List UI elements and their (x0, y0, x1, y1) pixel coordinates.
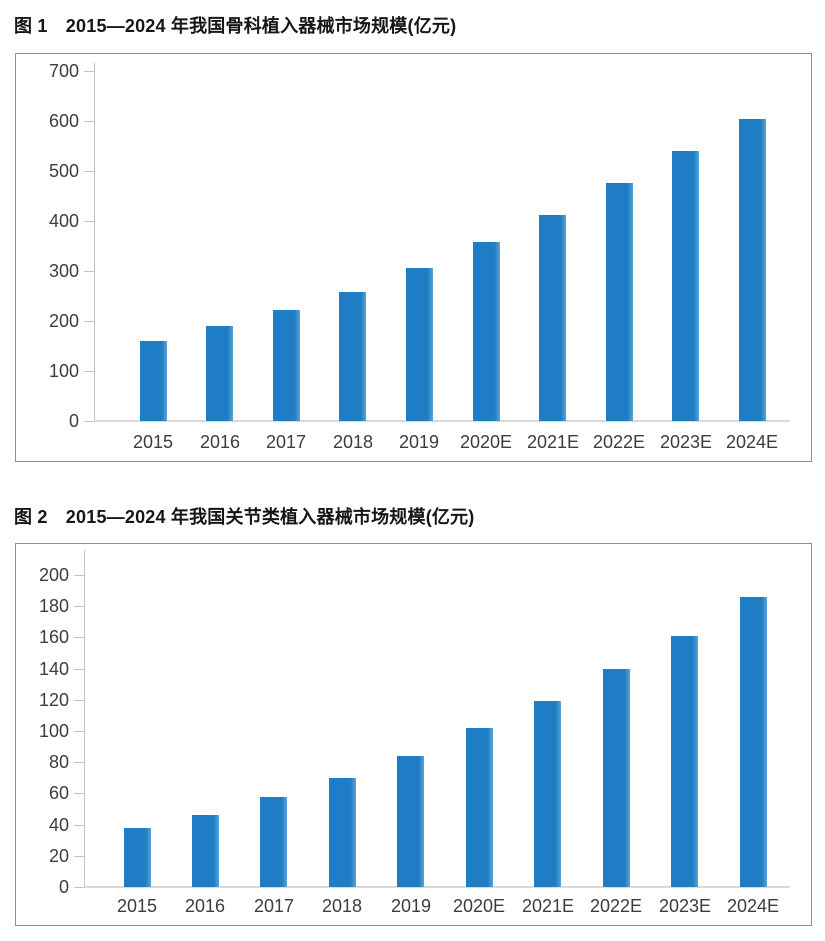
y-axis-tick (84, 171, 94, 172)
figure2-title: 图 2 2015—2024 年我国关节类植入器械市场规模(亿元) (14, 507, 475, 527)
bar-2017 (260, 797, 287, 887)
x-axis-label: 2016 (199, 432, 241, 452)
x-axis-label: 2020E (452, 896, 506, 916)
y-axis-tick (74, 669, 84, 670)
bar-2023E (672, 151, 699, 421)
figure2-chart-area: 0 20 40 60 80 100 120 140 160 180 200 2015 2016 2017 2… (15, 543, 812, 926)
bar-2015 (124, 828, 151, 887)
bar-2020E (466, 728, 493, 887)
y-axis-label: 200 (38, 565, 69, 585)
y-axis-label: 160 (38, 627, 69, 647)
y-axis-label: 100 (48, 361, 79, 381)
y-axis-label: 0 (58, 877, 69, 897)
x-axis-label: 2017 (265, 432, 307, 452)
y-axis-label: 500 (48, 161, 79, 181)
y-axis-label: 700 (48, 61, 79, 81)
y-axis-tick (74, 887, 84, 888)
y-axis-tick (74, 637, 84, 638)
x-axis-line (94, 420, 790, 422)
bar-2024E (740, 597, 767, 887)
x-axis-label: 2016 (184, 896, 226, 916)
y-axis-tick (74, 793, 84, 794)
y-axis-label: 180 (38, 596, 69, 616)
y-axis-tick (84, 121, 94, 122)
bar-2019 (397, 756, 424, 887)
figure1-chart-area: 0 100 200 300 400 500 600 700 2015 2016 2017 2018 20… (15, 53, 812, 462)
bar-2016 (192, 815, 219, 887)
y-axis-tick (84, 421, 94, 422)
x-axis-label: 2015 (116, 896, 158, 916)
x-axis-label: 2023E (658, 896, 712, 916)
y-axis-tick (84, 371, 94, 372)
y-axis-label: 400 (48, 211, 79, 231)
x-axis-label: 2022E (592, 432, 646, 452)
bar-2018 (329, 778, 356, 887)
y-axis-tick (74, 762, 84, 763)
y-axis-label: 60 (48, 783, 69, 803)
y-axis-tick (74, 731, 84, 732)
bar-2018 (339, 292, 366, 421)
bar-2022E (606, 183, 633, 421)
y-axis-label: 140 (38, 659, 69, 679)
bar-2024E (739, 119, 766, 421)
x-axis-label: 2024E (726, 896, 780, 916)
y-axis-label: 40 (48, 815, 69, 835)
bar-2017 (273, 310, 300, 421)
figure1-title: 图 1 2015—2024 年我国骨科植入器械市场规模(亿元) (14, 16, 457, 36)
y-axis-tick (74, 575, 84, 576)
bar-2019 (406, 268, 433, 421)
y-axis-line (84, 550, 85, 887)
y-axis-line (94, 63, 95, 421)
x-axis-label: 2021E (521, 896, 575, 916)
x-axis-label: 2021E (526, 432, 580, 452)
x-axis-label: 2018 (321, 896, 363, 916)
x-axis-line (84, 886, 790, 888)
x-axis-label: 2015 (132, 432, 174, 452)
bar-2023E (671, 636, 698, 887)
y-axis-tick (74, 856, 84, 857)
y-axis-tick (84, 321, 94, 322)
x-axis-label: 2019 (398, 432, 440, 452)
x-axis-label: 2024E (725, 432, 779, 452)
x-axis-label: 2019 (390, 896, 432, 916)
y-axis-tick (84, 221, 94, 222)
y-axis-label: 100 (38, 721, 69, 741)
bar-2016 (206, 326, 233, 421)
x-axis-label: 2022E (589, 896, 643, 916)
y-axis-label: 600 (48, 111, 79, 131)
y-axis-tick (84, 71, 94, 72)
bar-2022E (603, 669, 630, 887)
bar-2015 (140, 341, 167, 421)
bar-2021E (534, 701, 561, 887)
y-axis-label: 20 (48, 846, 69, 866)
y-axis-label: 0 (68, 411, 79, 431)
x-axis-label: 2017 (253, 896, 295, 916)
y-axis-tick (74, 700, 84, 701)
y-axis-label: 300 (48, 261, 79, 281)
y-axis-tick (84, 271, 94, 272)
y-axis-label: 80 (48, 752, 69, 772)
y-axis-tick (74, 825, 84, 826)
x-axis-label: 2020E (459, 432, 513, 452)
y-axis-tick (74, 606, 84, 607)
y-axis-label: 120 (38, 690, 69, 710)
bar-2020E (473, 242, 500, 421)
x-axis-label: 2023E (659, 432, 713, 452)
x-axis-label: 2018 (332, 432, 374, 452)
bar-2021E (539, 215, 566, 421)
y-axis-label: 200 (48, 311, 79, 331)
